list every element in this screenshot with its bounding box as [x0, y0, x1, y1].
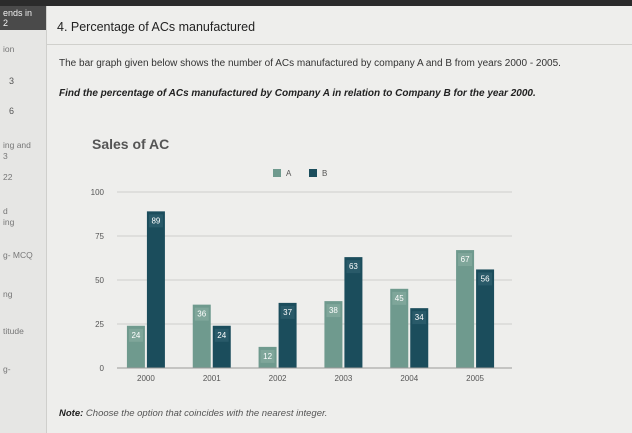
data-label: 56: [481, 274, 490, 283]
sidebar-item[interactable]: 3: [3, 151, 8, 161]
legend-label[interactable]: B: [322, 169, 327, 178]
sidebar-item[interactable]: ing and: [3, 140, 31, 150]
data-label-bg: [326, 304, 341, 318]
chart-y-axis: 0 25 50 75 100: [91, 188, 105, 373]
data-label-bg: [214, 328, 229, 342]
sidebar-item[interactable]: g- MCQ: [3, 250, 33, 260]
divider: [47, 44, 632, 45]
chart-data-labels: 24 89 36 24 12 37 38 63 45 34 67 56: [128, 214, 493, 363]
data-label-bg: [148, 214, 163, 228]
data-label: 37: [283, 308, 292, 317]
y-tick-label: 0: [100, 364, 105, 373]
chart-grid: [117, 191, 512, 369]
y-tick-label: 25: [95, 320, 104, 329]
y-tick-label: 50: [95, 276, 104, 285]
data-label: 38: [329, 306, 338, 315]
x-tick-label: 2005: [466, 374, 484, 383]
data-label-bg: [280, 305, 295, 319]
data-label: 34: [415, 313, 424, 322]
sidebar-item[interactable]: ing: [3, 217, 15, 227]
question-title: 4. Percentage of ACs manufactured: [57, 20, 256, 34]
x-tick-label: 2001: [203, 374, 221, 383]
data-label: 24: [217, 331, 226, 340]
data-label: 89: [151, 216, 160, 225]
sidebar-item[interactable]: 22: [3, 172, 13, 182]
x-tick-label: 2000: [137, 374, 155, 383]
sidebar-item[interactable]: 6: [9, 106, 15, 116]
chart-title: Sales of AC: [92, 136, 169, 152]
data-label: 12: [263, 352, 272, 361]
y-tick-label: 100: [91, 188, 105, 197]
bar-b-2003: [344, 257, 363, 368]
question-prompt: Find the percentage of ACs manufactured …: [59, 88, 536, 99]
bar-b-2002: [278, 302, 297, 368]
question-panel: 4. Percentage of ACs manufactured The ba…: [47, 6, 632, 433]
note-label: Note:: [59, 408, 84, 419]
data-label-bg: [128, 328, 143, 342]
bar-b-2005: [476, 269, 495, 368]
legend-swatch: [273, 169, 281, 177]
question-note: Note: Choose the option that coincides w…: [59, 408, 327, 419]
data-label-bg: [346, 260, 361, 274]
timer-label: ends in: [3, 8, 33, 18]
legend-label[interactable]: A: [286, 169, 292, 178]
question-description: The bar graph given below shows the numb…: [59, 58, 561, 69]
data-label-bg: [412, 311, 427, 325]
data-label: 63: [349, 262, 358, 271]
y-tick-label: 75: [95, 232, 104, 241]
data-label: 24: [131, 331, 140, 340]
sidebar-item[interactable]: 3: [9, 76, 15, 86]
chart-bars: [126, 211, 495, 368]
bar-a-2003: [324, 301, 343, 368]
legend-swatch: [309, 169, 317, 177]
sidebar-item[interactable]: ng: [3, 289, 13, 299]
x-tick-label: 2003: [335, 374, 353, 383]
chart-x-axis: 2000 2001 2002 2003 2004 2005: [117, 367, 512, 383]
note-text: Choose the option that coincides with th…: [85, 408, 328, 419]
data-label-bg: [478, 272, 493, 286]
x-tick-label: 2002: [269, 374, 287, 383]
timer-box: ends in 2: [0, 6, 46, 30]
top-bar: [0, 0, 632, 6]
sidebar-item[interactable]: d: [3, 206, 8, 216]
bar-a-2004: [390, 288, 409, 368]
data-label-bg: [194, 307, 209, 321]
data-label: 45: [395, 294, 404, 303]
sidebar-item[interactable]: ion: [3, 44, 15, 54]
timer-value: 2: [3, 18, 9, 28]
x-tick-label: 2004: [400, 374, 418, 383]
bar-a-2005: [456, 250, 475, 368]
sidebar: ends in 2 ion 3 6 ing and 3 22 d ing g- MCQ ng tit…: [0, 6, 47, 433]
sidebar-item[interactable]: g-: [3, 364, 11, 374]
data-label-bg: [458, 253, 473, 267]
data-label: 67: [461, 255, 470, 264]
data-label-bg: [392, 291, 407, 305]
sidebar-item[interactable]: titude: [3, 326, 24, 336]
data-label: 36: [197, 310, 206, 319]
bar-b-2000: [146, 211, 165, 368]
data-label-bg: [260, 349, 275, 363]
